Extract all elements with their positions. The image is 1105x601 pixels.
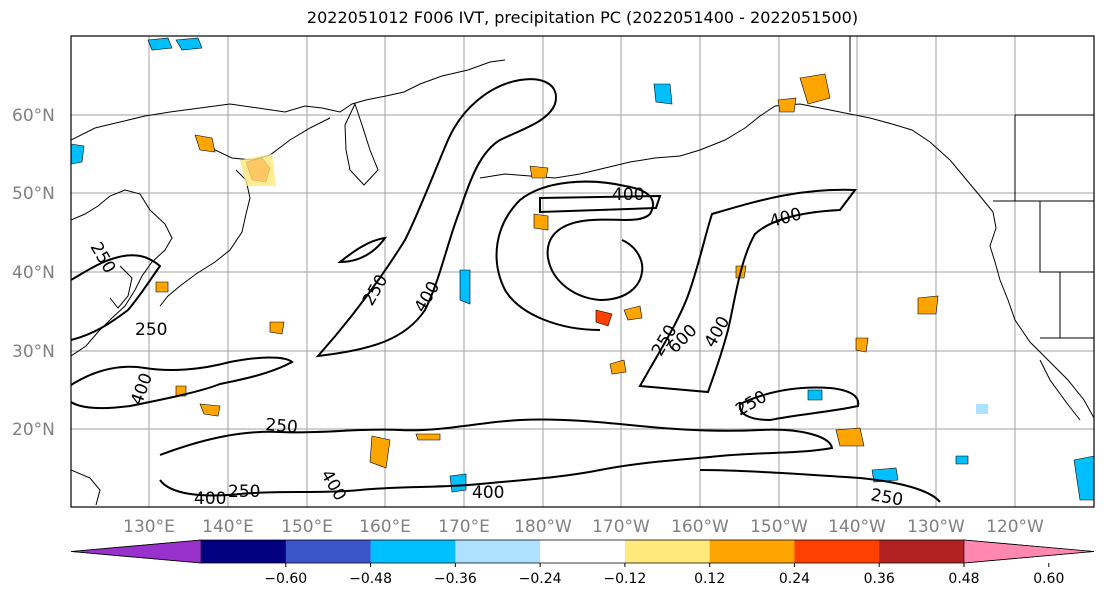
colorbar-extend-high [963,539,1095,564]
contour-label: 250 [869,485,904,510]
longitude-axis: 130°E 140°E 150°E 160°E 170°E 180°W 170°… [123,517,1044,537]
colorbar-tick-label: −0.36 [434,571,477,587]
contour-label: 400 [612,185,644,205]
contour-label: 400 [472,483,504,503]
lon-label: 160°E [359,517,411,537]
lat-label: 40°N [12,263,55,283]
lat-label: 20°N [12,420,55,440]
coast-america-west [989,211,1094,419]
colorbar-extend-low [70,539,202,564]
map-frame [70,35,1095,508]
lon-label: 130°W [907,517,965,537]
colorbar-tick-label: 0.60 [1033,571,1064,587]
colorbar-outline [70,539,1095,564]
contour-label: 250 [228,482,260,502]
colorbar-tick-label: −0.24 [519,571,562,587]
lon-label: 160°W [671,517,729,537]
latitude-axis: 60°N 50°N 40°N 30°N 20°N [12,106,55,440]
contour-stream-west [315,78,557,358]
colorbar-segment [370,540,456,563]
contour-south [159,418,834,497]
lon-label: 130°E [123,517,175,537]
lon-label: 170°E [438,517,490,537]
coast-alaska [679,103,994,213]
coast-japan [159,169,251,307]
colorbar-segment [201,540,287,563]
contour-label: 400 [194,489,226,509]
coast-baja [1039,359,1081,421]
contour-left-small [337,236,388,264]
colorbar-tick-label: 0.36 [864,571,895,587]
contour-west-1 [71,356,294,410]
precip-patches [71,37,1094,501]
lon-label: 140°W [828,517,886,537]
coast-kamchatka [344,102,379,186]
colorbar-segment [709,540,795,563]
lon-label: 150°E [281,517,333,537]
coastlines [71,36,1094,506]
contour-east-box [738,386,860,422]
coast-philippines [71,469,101,506]
contour-spiral-inner [539,194,662,214]
colorbar-tick-label: 0.12 [694,571,725,587]
colorbar-tick-label: −0.48 [349,571,392,587]
ivt-contours [71,78,941,503]
coast-aleutians [479,155,681,179]
contour-label: 250 [265,415,299,438]
border-interior-1 [1014,114,1094,201]
colorbar-segment [455,540,541,563]
coast-asia-north [71,59,506,141]
lon-label: 140°E [202,517,254,537]
lat-label: 50°N [12,184,55,204]
border-interior-2 [1039,201,1094,338]
contour-west-2 [71,254,162,341]
colorbar-segment [624,540,711,563]
contour-label: 250 [135,320,167,340]
colorbar-segment [285,540,372,563]
map-title: 2022051012 F006 IVT, precipitation PC (2… [306,8,859,27]
lat-label: 30°N [12,342,55,362]
contour-spiral-outer [495,180,654,331]
lon-label: 170°W [592,517,650,537]
colorbar-tick-label: 0.24 [779,571,810,587]
colorbar-tick-label: −0.12 [603,571,646,587]
lon-label: 150°W [750,517,808,537]
colorbar-tick-label: −0.60 [264,571,307,587]
lon-label: 180°W [514,517,572,537]
coast-asia-east [71,189,173,357]
lat-label: 60°N [12,106,55,126]
colorbar: −0.60 −0.48 −0.36 −0.24 −0.12 0.12 0.24 0.36 0.4… [70,539,1095,587]
contour-stream-east [638,188,857,394]
colorbar-segment [794,540,880,563]
lon-label: 120°W [986,517,1044,537]
colorbar-segment [879,540,965,563]
colorbar-tick-label: 0.48 [948,571,979,587]
contour-south-east [699,469,941,503]
colorbar-segment [540,540,626,563]
coast-korea [109,265,133,309]
